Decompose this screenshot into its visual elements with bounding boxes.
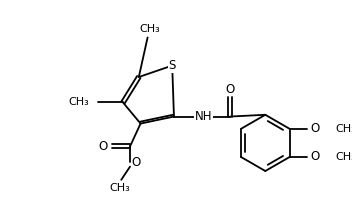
- Text: O: O: [311, 151, 320, 163]
- Text: CH₃: CH₃: [335, 124, 352, 134]
- Text: S: S: [169, 59, 176, 72]
- Text: O: O: [132, 156, 141, 169]
- Text: NH: NH: [195, 110, 213, 123]
- Text: CH₃: CH₃: [139, 24, 160, 34]
- Text: O: O: [98, 140, 107, 153]
- Text: O: O: [311, 122, 320, 135]
- Text: O: O: [226, 83, 235, 96]
- Text: CH₃: CH₃: [109, 183, 130, 193]
- Text: CH₃: CH₃: [335, 152, 352, 162]
- Text: CH₃: CH₃: [69, 98, 90, 107]
